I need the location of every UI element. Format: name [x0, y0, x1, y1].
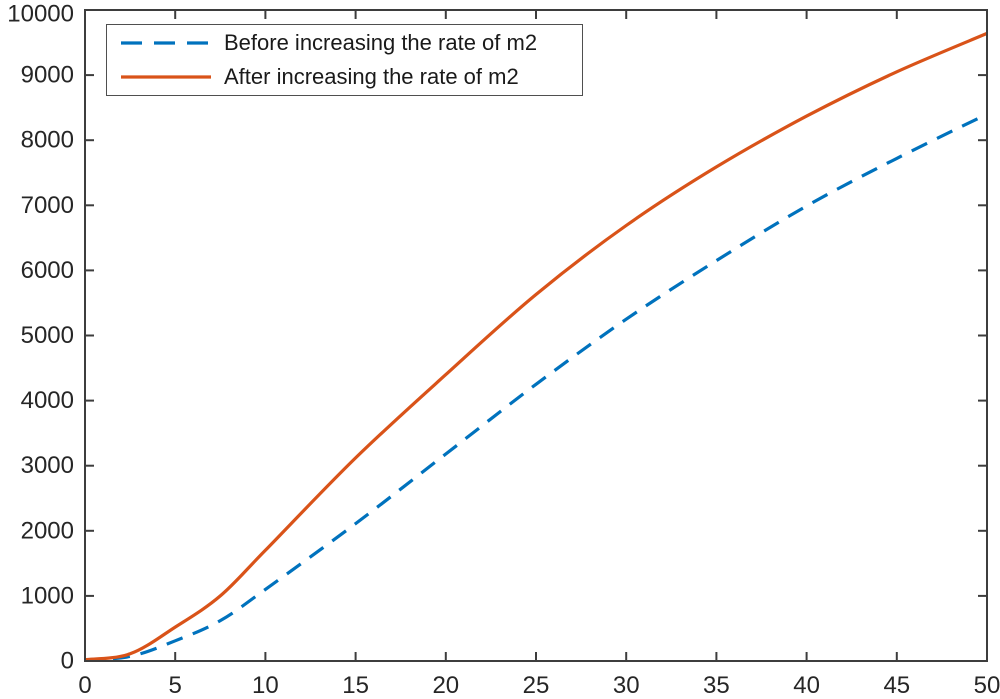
y-tick-label: 8000 — [21, 127, 74, 154]
y-tick-label: 1000 — [21, 582, 74, 609]
x-tick-label: 35 — [703, 672, 730, 699]
x-tick-label: 0 — [78, 672, 91, 699]
legend-label-before: Before increasing the rate of m2 — [224, 30, 538, 55]
x-tick-label: 25 — [523, 672, 550, 699]
x-tick-label: 30 — [613, 672, 640, 699]
y-tick-label: 2000 — [21, 517, 74, 544]
y-tick-label: 3000 — [21, 452, 74, 479]
y-tick-label: 10000 — [7, 1, 74, 28]
legend-dashed-line-icon — [121, 41, 211, 45]
y-tick-label: 6000 — [21, 257, 74, 284]
legend-entry-before: Before increasing the rate of m2 — [107, 27, 582, 59]
legend-entry-after: After increasing the rate of m2 — [107, 61, 582, 93]
y-tick-label: 9000 — [21, 62, 74, 89]
series-line-before — [84, 112, 988, 662]
x-tick-label: 45 — [883, 672, 910, 699]
series-line-after — [84, 31, 988, 662]
y-tick-label: 7000 — [21, 192, 74, 219]
legend: Before increasing the rate of m2 After i… — [106, 24, 583, 96]
x-tick-label: 10 — [252, 672, 279, 699]
x-tick-label: 15 — [342, 672, 369, 699]
y-tick-label: 0 — [61, 648, 74, 675]
x-tick-label: 50 — [974, 672, 1000, 699]
x-tick-label: 40 — [793, 672, 820, 699]
legend-label-after: After increasing the rate of m2 — [224, 64, 519, 89]
x-tick-label: 5 — [169, 672, 182, 699]
axes-frame — [84, 9, 988, 662]
x-tick-label: 20 — [432, 672, 459, 699]
y-tick-label: 4000 — [21, 387, 74, 414]
y-tick-label: 5000 — [21, 322, 74, 349]
legend-solid-line-icon — [121, 75, 211, 79]
